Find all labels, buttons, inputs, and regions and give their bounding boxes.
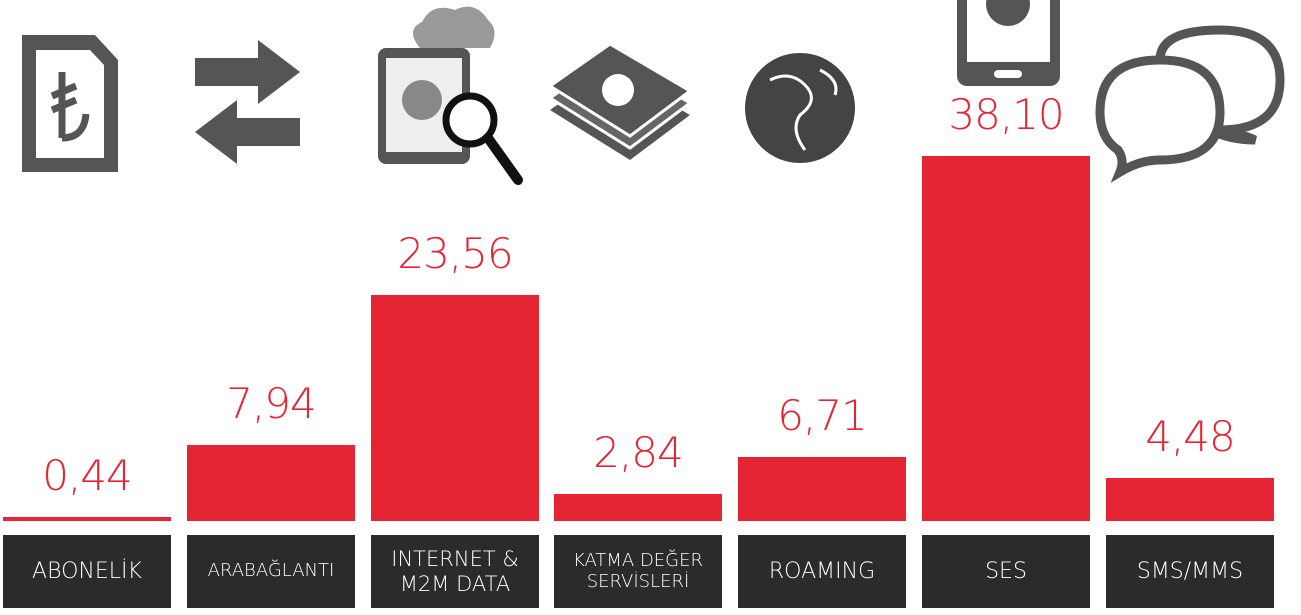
bar	[922, 156, 1090, 521]
category-label: SES	[922, 535, 1090, 608]
phone-symbol	[986, 0, 1030, 26]
icons	[22, 0, 1285, 185]
bar	[187, 444, 355, 521]
category-label: ABONELİK	[3, 535, 171, 608]
cloud-icon	[412, 6, 495, 48]
arrows-icon	[195, 40, 300, 104]
chat-icon	[1155, 25, 1285, 145]
category-label: ARABAĞLANTI	[187, 535, 355, 608]
globe-lines	[769, 68, 838, 151]
magnifier-handle	[483, 133, 523, 185]
bar	[3, 516, 171, 521]
category-label: KATMA DEĞER SERVİSLERİ	[554, 535, 722, 608]
value-label: 38,10	[948, 90, 1064, 139]
phone-button	[994, 70, 1022, 78]
bar	[554, 493, 722, 521]
coin	[602, 74, 634, 106]
value-label: 4,48	[1145, 412, 1236, 462]
bar	[738, 456, 906, 521]
value-label: 23,56	[397, 229, 513, 279]
chat-bubble	[1095, 55, 1225, 183]
category-label: SMS/MMS	[1106, 535, 1274, 608]
pie-icon	[402, 80, 442, 120]
bar	[1106, 478, 1274, 521]
globe-icon	[745, 53, 855, 163]
magnifier	[442, 92, 498, 148]
value-label: 6,71	[777, 390, 868, 440]
category-label: ROAMING	[738, 535, 906, 608]
bar	[371, 295, 539, 521]
category-label: INTERNET & M2M DATA	[371, 535, 539, 608]
arrow-back	[195, 100, 300, 164]
value-label: 7,94	[226, 378, 317, 428]
value-label: 0,44	[42, 450, 133, 500]
lira	[50, 72, 90, 142]
value-label: 2,84	[593, 427, 684, 477]
